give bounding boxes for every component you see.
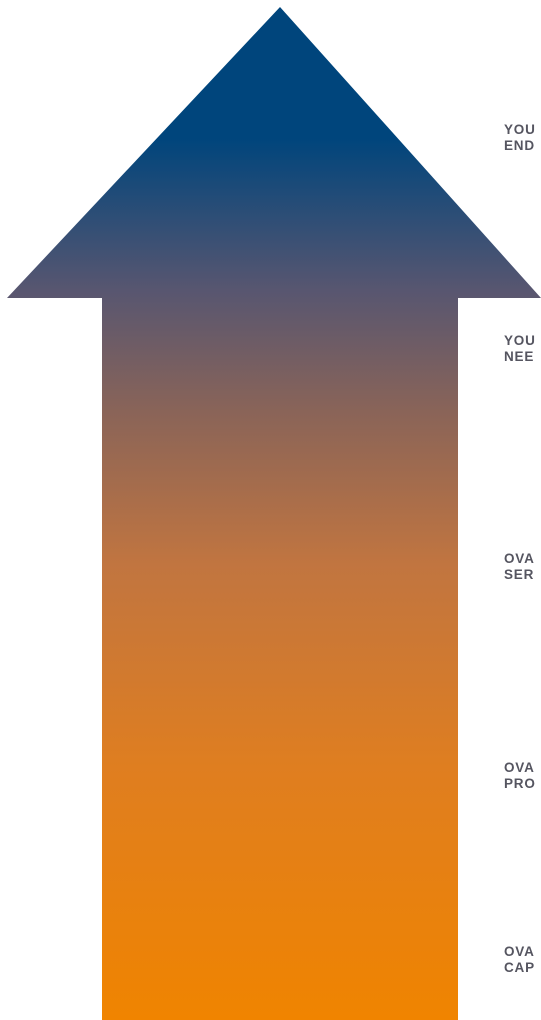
- stage-label-4-line2: PRO: [504, 776, 536, 791]
- stage-label-5: OVA CAP: [504, 944, 541, 976]
- stage-label-1-line1: YOU: [504, 122, 536, 137]
- stage-label-1-line2: END: [504, 138, 535, 153]
- stage-label-5-line2: CAP: [504, 960, 535, 975]
- stage-label-3: OVA SER: [504, 551, 541, 583]
- stage-label-3-line1: OVA: [504, 551, 535, 566]
- stage-label-2-line2: NEE: [504, 349, 535, 364]
- stage-label-4-line1: OVA: [504, 760, 535, 775]
- stage-label-2: YOU NEE: [504, 333, 541, 365]
- stage-label-1: YOU END: [504, 122, 541, 154]
- stage-label-5-line1: OVA: [504, 944, 535, 959]
- stage-label-2-line1: YOU: [504, 333, 536, 348]
- stage-label-4: OVA PRO: [504, 760, 541, 792]
- stage-label-3-line2: SER: [504, 567, 535, 582]
- arrow-shape: [7, 7, 541, 1020]
